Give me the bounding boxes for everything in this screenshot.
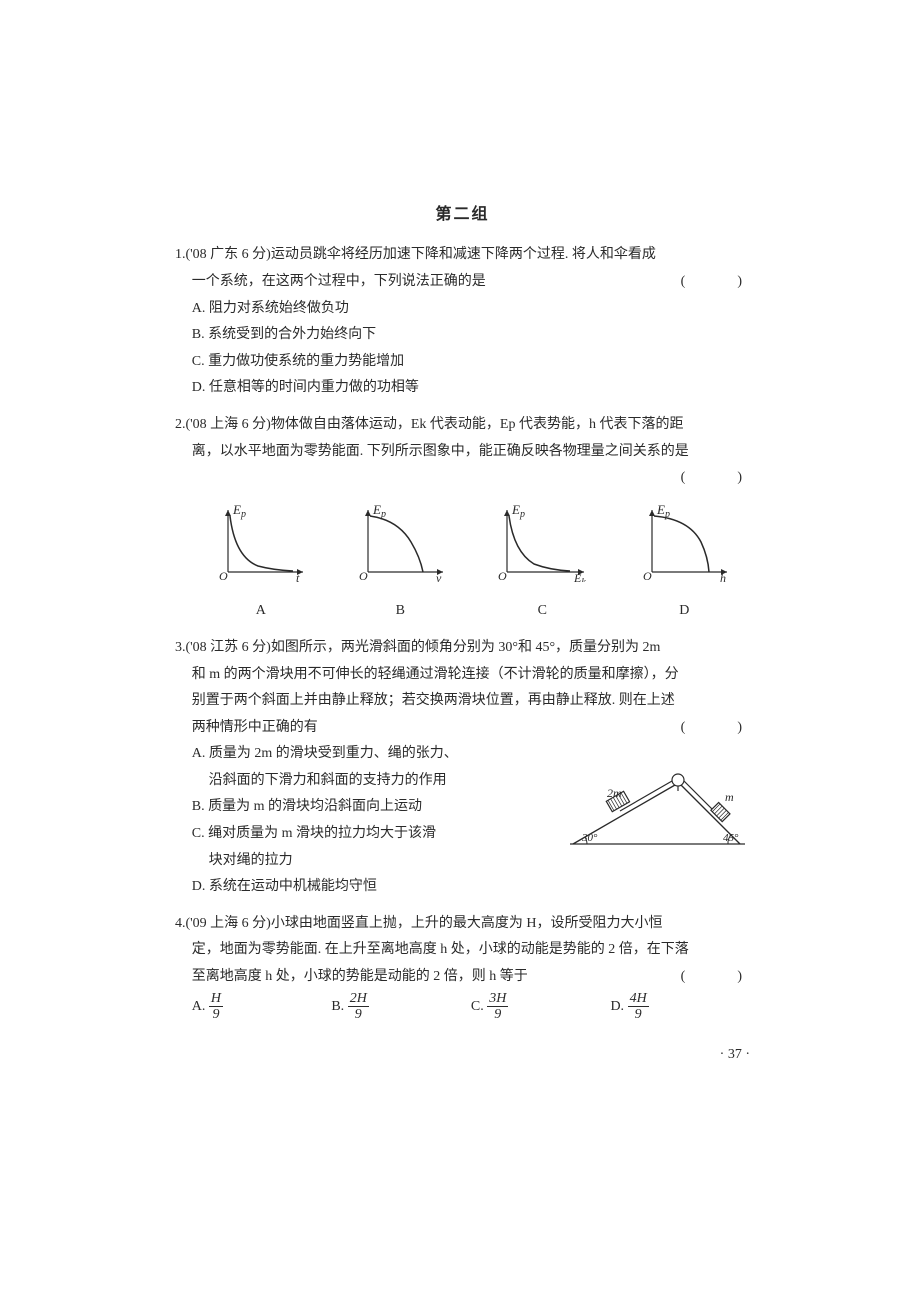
q1-source: ('08 广东 6 分) [186,247,271,262]
q1-option-b: B. 系统受到的合外力始终向下 [175,322,750,349]
q1-paren: ( ) [681,269,750,296]
q1-option-d: D. 任意相等的时间内重力做的功相等 [175,375,750,402]
q4-c-den: 9 [487,1007,508,1022]
graph-a-letter: A [213,598,308,625]
q3-num: 3. [175,640,186,655]
q4-option-b: B. 2H9 [331,991,471,1023]
q4-c-num: 3H [487,991,508,1007]
q3-paren: ( ) [681,715,750,742]
q2-graph-d: Ep O h D [637,502,732,625]
graph-d-letter: D [637,598,732,625]
section-title: 第二组 [175,200,750,230]
q1-option-c: C. 重力做功使系统的重力势能增加 [175,349,750,376]
graph-b-svg: Ep O v [353,502,448,582]
q3-angle-45: 45° [723,832,739,844]
q3-label-2m: 2m [607,786,622,800]
svg-text:O: O [643,569,652,582]
q3-stem2: 和 m 的两个滑块用不可伸长的轻绳通过滑轮连接（不计滑轮的质量和摩擦），分 [175,662,750,689]
q3-diagram: 2m m 30° 45° [565,741,750,901]
q2-graph-c: Ep O Ek C [492,502,592,625]
q3-option-c-line2: 块对绳的拉力 [175,848,555,875]
q3-stem3: 别置于两个斜面上并由静止释放；若交换两滑块位置，再由静止释放. 则在上述 [175,688,750,715]
q1-stem2: 一个系统，在这两个过程中，下列说法正确的是 [192,274,486,289]
question-3: 3.('08 江苏 6 分)如图所示，两光滑斜面的倾角分别为 30°和 45°，… [175,635,750,901]
q2-graph-a: Ep O t A [213,502,308,625]
svg-text:O: O [219,569,228,582]
q2-stem2: 离，以水平地面为零势能面. 下列所示图象中，能正确反映各物理量之间关系的是 [192,444,689,459]
q4-option-d: D. 4H9 [610,991,750,1023]
q3-option-d: D. 系统在运动中机械能均守恒 [175,874,555,901]
q4-a-prefix: A. [192,999,206,1014]
graph-c-svg: Ep O Ek [492,502,592,582]
graph-c-ylabel: Ep [511,502,525,520]
q4-b-den: 9 [348,1007,369,1022]
q4-stem1: 小球由地面竖直上抛，上升的最大高度为 H，设所受阻力大小恒 [271,916,663,931]
q4-d-num: 4H [628,991,649,1007]
q1-stem1: 运动员跳伞将经历加速下降和减速下降两个过程. 将人和伞看成 [271,247,656,262]
q4-source: ('09 上海 6 分) [186,916,271,931]
q4-d-prefix: D. [610,999,624,1014]
q3-svg: 2m m 30° 45° [565,759,750,854]
q4-stem2: 定，地面为零势能面. 在上升至离地高度 h 处，小球的动能是势能的 2 倍，在下… [175,937,750,964]
svg-text:O: O [498,569,507,582]
q2-source: ('08 上海 6 分) [186,417,271,432]
q4-paren: ( ) [681,964,750,991]
question-2: 2.('08 上海 6 分)物体做自由落体运动，Ek 代表动能，Ep 代表势能，… [175,412,750,625]
q3-angle-30: 30° [581,832,598,844]
q4-b-prefix: B. [331,999,344,1014]
q2-stem1: 物体做自由落体运动，Ek 代表动能，Ep 代表势能，h 代表下落的距 [271,417,684,432]
q4-num: 4. [175,916,186,931]
q3-stem1: 如图所示，两光滑斜面的倾角分别为 30°和 45°，质量分别为 2m [271,640,661,655]
q2-num: 2. [175,417,186,432]
graph-d-xlabel: h [720,571,726,582]
graph-c-letter: C [492,598,592,625]
q4-stem3: 至离地高度 h 处，小球的势能是动能的 2 倍，则 h 等于 [192,969,528,984]
page-content: 第二组 1.('08 广东 6 分)运动员跳伞将经历加速下降和减速下降两个过程.… [0,0,920,1169]
page-number: · 37 · [175,1042,750,1069]
q2-paren: ( ) [681,465,750,492]
graph-a-ylabel: Ep [232,502,246,520]
q3-stem4: 两种情形中正确的有 [192,720,318,735]
q1-option-a: A. 阻力对系统始终做负功 [175,296,750,323]
graph-b-letter: B [353,598,448,625]
svg-text:O: O [359,569,368,582]
q4-b-num: 2H [348,991,369,1007]
q3-option-a-line1: A. 质量为 2m 的滑块受到重力、绳的张力、 [175,741,555,768]
graph-c-xlabel: Ek [573,571,586,582]
q3-option-c-line1: C. 绳对质量为 m 滑块的拉力均大于该滑 [175,821,555,848]
q3-source: ('08 江苏 6 分) [186,640,271,655]
q3-option-a-line2: 沿斜面的下滑力和斜面的支持力的作用 [175,768,555,795]
q4-a-den: 9 [209,1007,223,1022]
question-4: 4.('09 上海 6 分)小球由地面竖直上抛，上升的最大高度为 H，设所受阻力… [175,911,750,1023]
graph-d-svg: Ep O h [637,502,732,582]
q4-option-c: C. 3H9 [471,991,611,1023]
q3-label-m: m [725,790,734,804]
q4-a-num: H [209,991,223,1007]
q1-num: 1. [175,247,186,262]
q4-d-den: 9 [628,1007,649,1022]
graph-b-xlabel: v [436,571,442,582]
question-1: 1.('08 广东 6 分)运动员跳伞将经历加速下降和减速下降两个过程. 将人和… [175,242,750,402]
q4-option-a: A. H9 [192,991,332,1023]
q2-graph-b: Ep O v B [353,502,448,625]
q2-graphs: Ep O t A Ep O v B [195,502,750,625]
q4-c-prefix: C. [471,999,484,1014]
q3-option-b: B. 质量为 m 的滑块均沿斜面向上运动 [175,794,555,821]
graph-a-svg: Ep O t [213,502,308,582]
